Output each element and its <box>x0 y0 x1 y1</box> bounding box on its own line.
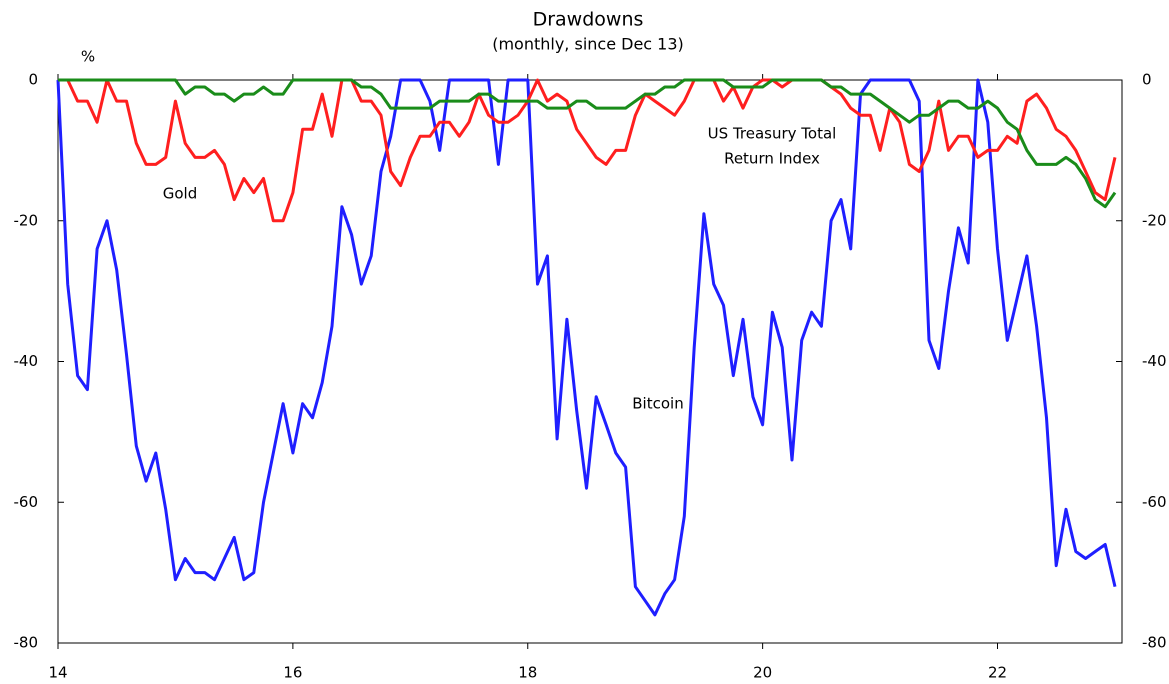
x-tick-label: 16 <box>283 664 302 682</box>
y2-tick-label: -80 <box>1142 634 1167 652</box>
y-tick-label: -40 <box>14 352 39 370</box>
y2-tick-label: 0 <box>1142 71 1152 89</box>
y-tick-label: -80 <box>14 634 39 652</box>
series-line <box>58 78 1117 209</box>
series-line <box>56 78 1117 617</box>
series-line <box>58 78 1117 223</box>
x-tick-label: 18 <box>518 664 537 682</box>
y-axis-label: % <box>81 48 95 66</box>
annotation: Return Index <box>724 150 820 168</box>
x-tick-label: 22 <box>988 664 1007 682</box>
y2-tick-label: -60 <box>1142 493 1167 511</box>
annotation: Gold <box>163 185 198 203</box>
y2-tick-label: -40 <box>1142 352 1167 370</box>
chart-title: Drawdowns <box>533 9 644 31</box>
annotation: US Treasury Total <box>708 125 837 143</box>
plot-frame <box>57 79 1123 644</box>
y2-tick-label: -20 <box>1142 211 1167 229</box>
x-tick-label: 14 <box>48 664 67 682</box>
annotation: Bitcoin <box>632 395 683 413</box>
x-tick-label: 20 <box>753 664 772 682</box>
chart-subtitle: (monthly, since Dec 13) <box>492 35 684 54</box>
y-tick-label: -60 <box>14 493 39 511</box>
y-tick-label: 0 <box>28 71 38 89</box>
y-tick-label: -20 <box>14 211 39 229</box>
